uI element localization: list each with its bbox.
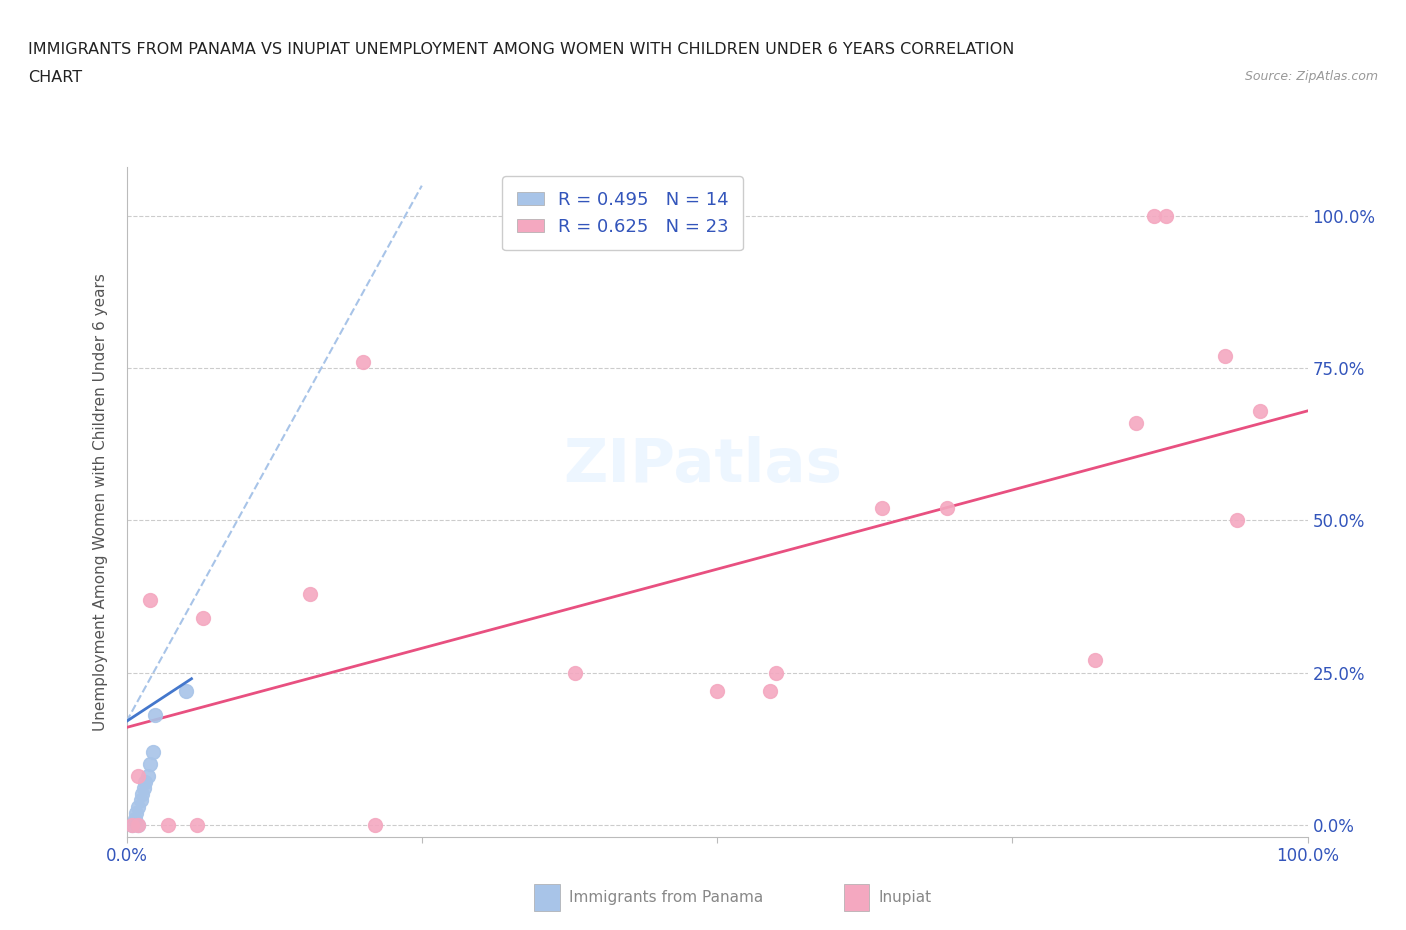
Point — [1213, 349, 1236, 364]
Point — [127, 799, 149, 814]
Point — [143, 708, 166, 723]
Point — [129, 793, 152, 808]
Point — [134, 781, 156, 796]
Point — [759, 684, 782, 698]
Y-axis label: Unemployment Among Women with Children Under 6 years: Unemployment Among Women with Children U… — [93, 273, 108, 731]
Point — [872, 501, 894, 516]
Legend: R = 0.495   N = 14, R = 0.625   N = 23: R = 0.495 N = 14, R = 0.625 N = 23 — [502, 177, 744, 250]
Point — [141, 744, 163, 759]
Point — [186, 817, 208, 832]
Text: Immigrants from Panama: Immigrants from Panama — [569, 890, 763, 905]
Point — [121, 817, 143, 832]
Text: ZIPatlas: ZIPatlas — [564, 435, 842, 495]
Point — [134, 775, 156, 790]
Point — [1154, 208, 1177, 223]
Point — [363, 817, 385, 832]
Point — [136, 769, 159, 784]
Point — [127, 769, 149, 784]
Point — [298, 586, 321, 601]
Point — [131, 787, 153, 802]
Point — [174, 684, 197, 698]
Point — [352, 354, 374, 369]
Point — [139, 592, 162, 607]
Point — [139, 756, 162, 771]
Point — [564, 665, 586, 680]
Point — [1226, 513, 1249, 528]
Point — [1084, 653, 1107, 668]
Point — [765, 665, 787, 680]
Text: IMMIGRANTS FROM PANAMA VS INUPIAT UNEMPLOYMENT AMONG WOMEN WITH CHILDREN UNDER 6: IMMIGRANTS FROM PANAMA VS INUPIAT UNEMPL… — [28, 42, 1015, 57]
Point — [125, 805, 148, 820]
Point — [127, 817, 149, 832]
Text: Inupiat: Inupiat — [879, 890, 932, 905]
Point — [156, 817, 179, 832]
Point — [1143, 208, 1166, 223]
Point — [936, 501, 959, 516]
Point — [127, 817, 149, 832]
Point — [706, 684, 728, 698]
Point — [193, 610, 215, 625]
Text: Source: ZipAtlas.com: Source: ZipAtlas.com — [1244, 70, 1378, 83]
Point — [1249, 404, 1271, 418]
Text: CHART: CHART — [28, 70, 82, 85]
Point — [124, 811, 146, 826]
Point — [121, 817, 143, 832]
Point — [1125, 416, 1147, 431]
